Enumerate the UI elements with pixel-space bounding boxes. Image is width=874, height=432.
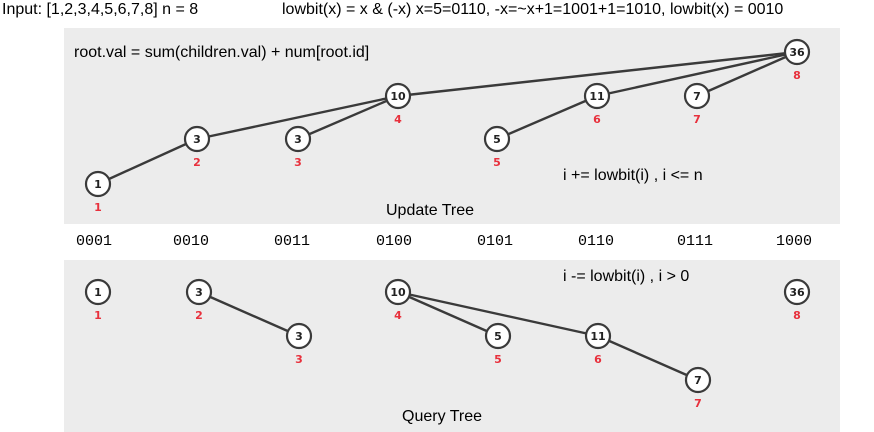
update-node-1-circle [84,170,112,198]
query-node-6-index: 6 [594,353,602,366]
query-node-2-circle [185,278,213,306]
bit-label-6: 0110 [578,233,615,250]
query-node-3-value: 3 [295,330,303,343]
update-node-5: 55 [483,125,511,169]
query-node-5-value: 5 [494,330,502,343]
query-node-8: 36 8 [783,278,811,322]
update-node-2-index: 2 [193,156,201,169]
update-node-4-circle [384,82,412,110]
query-edge-2-3 [198,290,300,338]
query-node-7-value: 7 [694,374,702,387]
query-node-5-index: 5 [494,353,502,366]
query-tree-caption: Query Tree [402,408,483,425]
update-node-1-index: 1 [94,201,102,214]
update-node-4: 10 4 [384,82,412,126]
query-node-6-value: 11 [590,330,605,343]
bit-label-2: 0010 [173,233,210,250]
update-node-4-index: 4 [394,113,402,126]
update-rule: i += lowbit(i) , i <= n [563,167,703,184]
update-edge-3-4 [297,94,399,141]
update-node-7: 77 [683,82,711,126]
bit-label-3: 0011 [274,233,311,250]
bit-label-7: 0111 [677,233,714,250]
bit-label-4: 0100 [376,233,413,250]
update-node-8-circle [783,38,811,66]
update-node-7-value: 7 [693,90,701,103]
update-node-7-index: 7 [693,113,701,126]
update-node-5-value: 5 [493,133,501,146]
update-formula: root.val = sum(children.val) + num[root.… [74,44,370,61]
update-node-1: 11 [84,170,112,214]
update-node-7-circle [683,82,711,110]
query-node-4-circle [384,278,412,306]
query-node-6: 11 6 [584,322,612,366]
update-node-6-circle [583,82,611,110]
query-node-8-index: 8 [793,309,801,322]
query-node-3-index: 3 [295,353,303,366]
update-node-6: 11 6 [583,82,611,126]
update-node-3-index: 3 [294,156,302,169]
query-node-4-value: 10 [390,286,406,299]
query-node-3: 33 [285,322,313,366]
query-node-1-value: 1 [94,286,102,299]
update-node-6-value: 11 [589,90,604,103]
update-node-3-circle [284,125,312,153]
query-edge-4-6 [397,290,599,338]
update-node-3: 33 [284,125,312,169]
query-rule: i -= lowbit(i) , i > 0 [563,268,690,285]
query-node-5-circle [484,322,512,350]
update-edge-5-6 [496,94,598,141]
query-node-3-circle [285,322,313,350]
query-node-8-circle [783,278,811,306]
lowbit-formula: lowbit(x) = x & (-x) x=5=0110, -x=~x+1=1… [282,1,784,18]
query-node-1: 11 [84,278,112,322]
query-node-2: 32 [185,278,213,322]
update-node-4-value: 10 [390,90,406,103]
query-edge-4-5 [397,290,499,338]
update-node-2: 32 [183,125,211,169]
bit-label-5: 0101 [477,233,514,250]
query-node-1-circle [84,278,112,306]
update-node-8-value: 36 [789,46,805,59]
query-node-6-circle [584,322,612,350]
update-edge-2-4 [196,94,399,141]
bit-label-8: 1000 [776,233,813,250]
query-node-2-index: 2 [195,309,203,322]
update-node-8: 36 8 [783,38,811,82]
query-node-5: 55 [484,322,512,366]
bit-label-1: 0001 [76,233,113,250]
update-node-3-value: 3 [294,133,302,146]
query-node-7-circle [684,366,712,394]
query-node-7: 77 [684,366,712,410]
update-node-5-index: 5 [493,156,501,169]
update-edge-1-2 [97,137,198,186]
query-node-7-index: 7 [694,397,702,410]
update-node-2-value: 3 [193,133,201,146]
update-node-8-index: 8 [793,69,801,82]
update-node-6-index: 6 [593,113,601,126]
update-node-5-circle [483,125,511,153]
input-label: Input: [1,2,3,4,5,6,7,8] n = 8 [2,1,199,18]
query-node-4: 10 4 [384,278,412,322]
query-node-8-value: 36 [789,286,805,299]
query-edge-6-7 [597,334,699,382]
update-edge-4-8 [397,50,798,98]
query-node-2-value: 3 [195,286,203,299]
update-edge-7-8 [696,50,798,98]
update-node-2-circle [183,125,211,153]
update-node-1-value: 1 [94,178,102,191]
query-node-1-index: 1 [94,309,102,322]
query-node-4-index: 4 [394,309,402,322]
query-tree-edges [198,290,699,382]
update-edge-6-8 [596,50,798,98]
update-tree-caption: Update Tree [386,202,475,219]
update-tree-edges [97,50,798,186]
